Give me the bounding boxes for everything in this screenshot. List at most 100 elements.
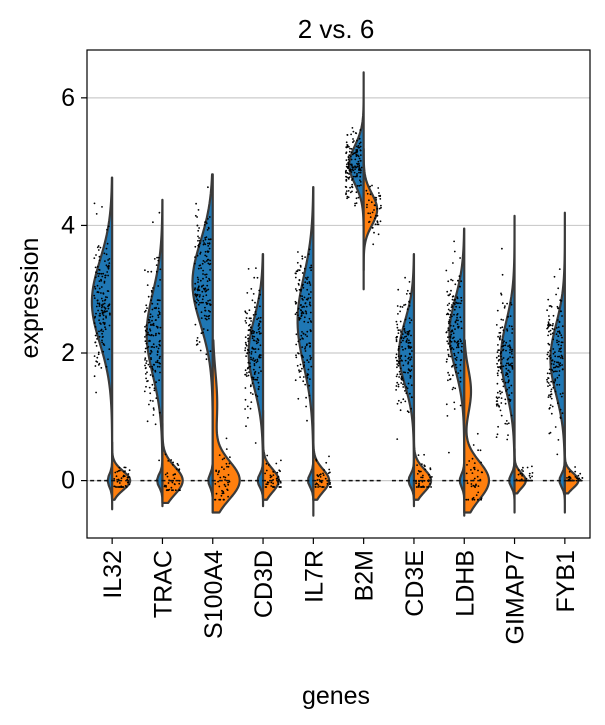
data-point [449, 339, 452, 342]
data-point [202, 273, 204, 275]
data-point [508, 386, 511, 389]
data-point [171, 481, 174, 484]
data-point [354, 175, 357, 178]
points-left-b2m [344, 127, 363, 207]
data-point [205, 260, 208, 262]
data-point [294, 300, 297, 303]
data-point [107, 265, 110, 268]
data-point [354, 165, 356, 168]
data-point [558, 331, 561, 334]
data-point [156, 359, 159, 362]
data-point [549, 407, 551, 409]
data-point [94, 287, 97, 290]
data-point [144, 373, 147, 375]
data-point [150, 295, 153, 298]
data-point [495, 324, 498, 326]
data-point [560, 310, 562, 313]
data-point [301, 255, 304, 258]
data-point [456, 323, 459, 325]
data-point [446, 340, 449, 343]
data-point [206, 284, 209, 287]
violin-left-ldhb [448, 227, 466, 517]
data-point [355, 132, 358, 135]
data-point [550, 388, 553, 391]
data-point [204, 221, 206, 224]
data-point [550, 412, 553, 415]
data-point [171, 464, 174, 466]
data-point [509, 315, 512, 317]
data-point [349, 163, 352, 166]
data-point [556, 361, 558, 364]
data-point [399, 409, 402, 412]
data-point [197, 278, 200, 281]
data-point [447, 308, 450, 311]
data-point [208, 263, 211, 266]
data-point [294, 272, 297, 275]
data-point [459, 380, 462, 383]
data-point [507, 316, 509, 318]
data-point [223, 468, 225, 470]
data-point [378, 192, 380, 194]
data-point [378, 195, 380, 197]
data-point [203, 314, 206, 317]
data-point [553, 275, 556, 278]
data-point [352, 130, 355, 133]
data-point [266, 483, 269, 486]
data-point [406, 338, 409, 340]
data-point [460, 340, 462, 342]
data-point [106, 296, 108, 299]
data-point [558, 340, 560, 343]
data-point [93, 297, 96, 299]
data-point [457, 351, 460, 354]
data-point [156, 326, 159, 329]
data-point [205, 276, 208, 278]
data-point [301, 346, 304, 348]
data-point [207, 262, 210, 265]
data-point [209, 269, 212, 271]
data-point [449, 316, 451, 319]
data-point [522, 470, 524, 472]
data-point [355, 166, 358, 169]
data-point [351, 185, 353, 188]
data-point [495, 436, 498, 438]
data-point [346, 172, 349, 175]
data-point [397, 313, 399, 315]
data-point [499, 390, 501, 393]
data-point [221, 489, 223, 492]
data-point [197, 229, 200, 232]
data-point [259, 293, 261, 296]
data-point [451, 364, 454, 367]
data-point [400, 359, 403, 362]
data-point [451, 388, 454, 391]
data-point [367, 212, 370, 215]
data-point [205, 353, 208, 356]
data-point [201, 298, 204, 301]
data-point [247, 268, 250, 270]
data-point [409, 359, 411, 361]
data-point [202, 295, 205, 298]
data-point [148, 319, 151, 321]
data-point [480, 471, 483, 474]
data-point [396, 366, 398, 369]
data-point [504, 402, 507, 405]
data-point [248, 309, 251, 312]
data-point [257, 372, 260, 374]
data-point [447, 280, 450, 283]
data-point [148, 334, 151, 336]
data-point [550, 368, 553, 371]
data-point [305, 298, 308, 301]
data-point [302, 376, 305, 378]
data-point [215, 470, 218, 473]
data-point [477, 491, 480, 494]
data-point [250, 401, 253, 403]
data-point [560, 395, 563, 398]
data-point [297, 251, 299, 253]
data-point [218, 498, 221, 501]
data-point [194, 287, 197, 290]
data-point [164, 473, 167, 476]
data-point [395, 375, 398, 378]
data-point [345, 151, 348, 154]
data-point [456, 302, 459, 305]
data-point [476, 432, 479, 435]
data-point [223, 483, 226, 486]
